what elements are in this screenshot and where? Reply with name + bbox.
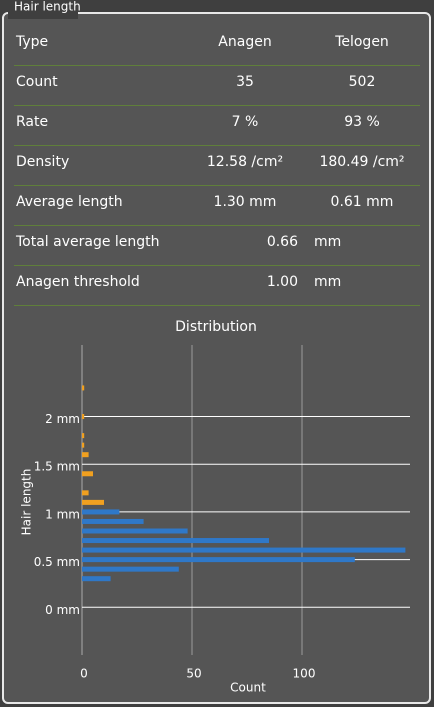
- row-label: Type: [15, 34, 48, 50]
- cell: 12.58 /cm²: [207, 154, 283, 170]
- bar: [82, 509, 120, 515]
- cell: 1.30 mm: [214, 194, 277, 210]
- y-axis-label: Hair length: [20, 469, 34, 536]
- y-tick-label: 1.5 mm: [34, 460, 80, 474]
- bar: [82, 414, 85, 420]
- cell: Anagen: [218, 34, 271, 50]
- cell: 7 %: [232, 114, 259, 130]
- chart: Distribution Count Hair length 0 50 100 0 m…: [20, 319, 410, 695]
- row-label: Rate: [16, 114, 48, 130]
- y-tick-label: 2 mm: [45, 412, 80, 426]
- bar: [82, 518, 144, 524]
- bar: [82, 499, 104, 505]
- bar: [82, 385, 85, 391]
- bar: [82, 538, 269, 544]
- row-label: Average length: [16, 194, 123, 210]
- panel-legend-bg: [8, 3, 78, 19]
- cell: 35: [236, 74, 254, 90]
- bar: [82, 566, 179, 572]
- bar: [82, 442, 85, 448]
- row-label: Total average length: [15, 234, 160, 250]
- row-label: Anagen threshold: [16, 274, 140, 290]
- y-tick-label: 0.5 mm: [34, 555, 80, 569]
- bar: [82, 433, 85, 439]
- cell: 180.49 /cm²: [319, 154, 404, 170]
- info-table: Type Anagen Telogen Count 35 502 Rate 7 % 93 % De…: [14, 34, 420, 306]
- cell: 502: [349, 74, 376, 90]
- x-tick-label: 0: [80, 667, 88, 681]
- y-tick-label: 0 mm: [45, 603, 80, 617]
- cell: 0.61 mm: [331, 194, 394, 210]
- bar: [82, 490, 89, 496]
- chart-title: Distribution: [175, 319, 257, 335]
- bar: [82, 528, 188, 534]
- x-tick-label: 50: [186, 667, 201, 681]
- cell: Telogen: [334, 34, 389, 50]
- bar: [82, 471, 93, 477]
- row-label: Density: [16, 154, 69, 170]
- cell-unit: mm: [314, 274, 341, 290]
- cell-unit: mm: [314, 234, 341, 250]
- y-tick-label: 1 mm: [45, 507, 80, 521]
- panel-title: Hair length: [14, 0, 81, 14]
- x-axis-label: Count: [230, 681, 266, 695]
- cell-value: 1.00: [267, 274, 298, 290]
- bar: [82, 452, 89, 458]
- cell: 93 %: [344, 114, 380, 130]
- cell-value: 0.66: [267, 234, 298, 250]
- bar: [82, 547, 406, 553]
- bar: [82, 576, 111, 582]
- bar: [82, 557, 355, 563]
- row-label: Count: [16, 74, 58, 90]
- x-tick-label: 100: [293, 667, 316, 681]
